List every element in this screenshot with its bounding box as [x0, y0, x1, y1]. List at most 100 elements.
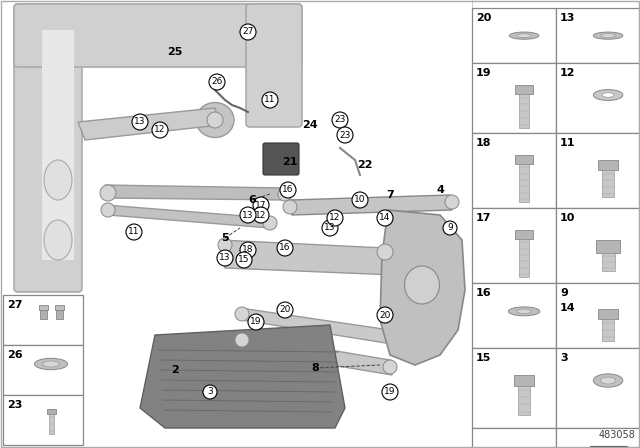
Text: 25: 25 [167, 47, 182, 57]
Bar [472, 8, 556, 63]
Text: 19: 19 [476, 68, 492, 78]
Ellipse shape [508, 307, 540, 316]
Bar [596, 240, 620, 253]
Ellipse shape [593, 90, 623, 100]
Ellipse shape [100, 185, 116, 201]
Ellipse shape [278, 187, 292, 201]
Polygon shape [240, 335, 392, 375]
Circle shape [209, 74, 225, 90]
Ellipse shape [600, 377, 616, 384]
Text: 10: 10 [560, 213, 575, 223]
Circle shape [253, 207, 269, 223]
Circle shape [248, 314, 264, 330]
Text: 12: 12 [154, 125, 166, 134]
Bar [556, 63, 640, 133]
Circle shape [277, 302, 293, 318]
FancyBboxPatch shape [263, 143, 299, 175]
Bar [56, 309, 63, 319]
Ellipse shape [383, 360, 397, 374]
Ellipse shape [218, 238, 232, 252]
Bar [598, 309, 618, 319]
Text: 9: 9 [560, 288, 568, 298]
Circle shape [277, 240, 293, 256]
Text: 18: 18 [476, 138, 492, 148]
Circle shape [240, 24, 256, 40]
Ellipse shape [44, 160, 72, 200]
Bar [519, 94, 529, 129]
Circle shape [152, 122, 168, 138]
Bar [556, 208, 640, 283]
Circle shape [132, 114, 148, 130]
Ellipse shape [509, 32, 539, 39]
Text: 2: 2 [171, 365, 179, 375]
Text: 27: 27 [7, 300, 22, 310]
Circle shape [337, 127, 353, 143]
Bar [472, 208, 556, 283]
Ellipse shape [35, 358, 67, 370]
Bar [47, 409, 56, 414]
Circle shape [253, 197, 269, 213]
Circle shape [236, 252, 252, 268]
Ellipse shape [101, 203, 115, 217]
Text: 14: 14 [380, 214, 390, 223]
Text: 13: 13 [324, 224, 336, 233]
Circle shape [327, 210, 343, 226]
Text: 9: 9 [447, 224, 453, 233]
Ellipse shape [263, 216, 277, 230]
Text: 26: 26 [7, 350, 22, 360]
Ellipse shape [235, 333, 249, 347]
Text: 17: 17 [476, 213, 492, 223]
Ellipse shape [404, 266, 440, 304]
Text: 13: 13 [560, 13, 575, 23]
Ellipse shape [516, 34, 532, 38]
Text: 26: 26 [211, 78, 223, 86]
Ellipse shape [43, 361, 60, 367]
Text: 3: 3 [207, 388, 213, 396]
Circle shape [332, 112, 348, 128]
Circle shape [126, 224, 142, 240]
Ellipse shape [516, 309, 532, 314]
Bar [519, 164, 529, 202]
Ellipse shape [196, 103, 234, 138]
Polygon shape [140, 325, 345, 428]
Text: 12: 12 [255, 211, 267, 220]
Polygon shape [589, 446, 627, 448]
Text: 15: 15 [476, 353, 492, 363]
Bar [519, 239, 529, 277]
Ellipse shape [44, 220, 72, 260]
Circle shape [240, 207, 256, 223]
Polygon shape [105, 185, 285, 200]
FancyBboxPatch shape [14, 4, 302, 67]
Bar [3, 345, 83, 395]
Circle shape [443, 221, 457, 235]
Polygon shape [380, 210, 465, 365]
Bar [0, 0, 472, 448]
Ellipse shape [207, 112, 223, 128]
Bar [556, 348, 640, 428]
Bar [39, 305, 48, 310]
Circle shape [280, 182, 296, 198]
Text: 23: 23 [7, 400, 22, 410]
Bar [556, 428, 640, 448]
Text: 19: 19 [250, 318, 262, 327]
Polygon shape [240, 308, 392, 344]
Text: 23: 23 [339, 130, 351, 139]
Text: 17: 17 [255, 201, 267, 210]
Polygon shape [105, 205, 270, 228]
Text: 11: 11 [128, 228, 140, 237]
Text: 16: 16 [476, 288, 492, 298]
Circle shape [377, 307, 393, 323]
Text: 23: 23 [334, 116, 346, 125]
Text: 8: 8 [311, 363, 319, 373]
Circle shape [322, 220, 338, 236]
FancyBboxPatch shape [14, 4, 82, 292]
Bar [556, 133, 640, 208]
Ellipse shape [600, 34, 616, 38]
Bar [49, 414, 54, 435]
Circle shape [203, 385, 217, 399]
Text: 10: 10 [355, 195, 365, 204]
Bar [55, 305, 64, 310]
Ellipse shape [445, 195, 459, 209]
Text: 7: 7 [386, 190, 394, 200]
Circle shape [240, 242, 256, 258]
